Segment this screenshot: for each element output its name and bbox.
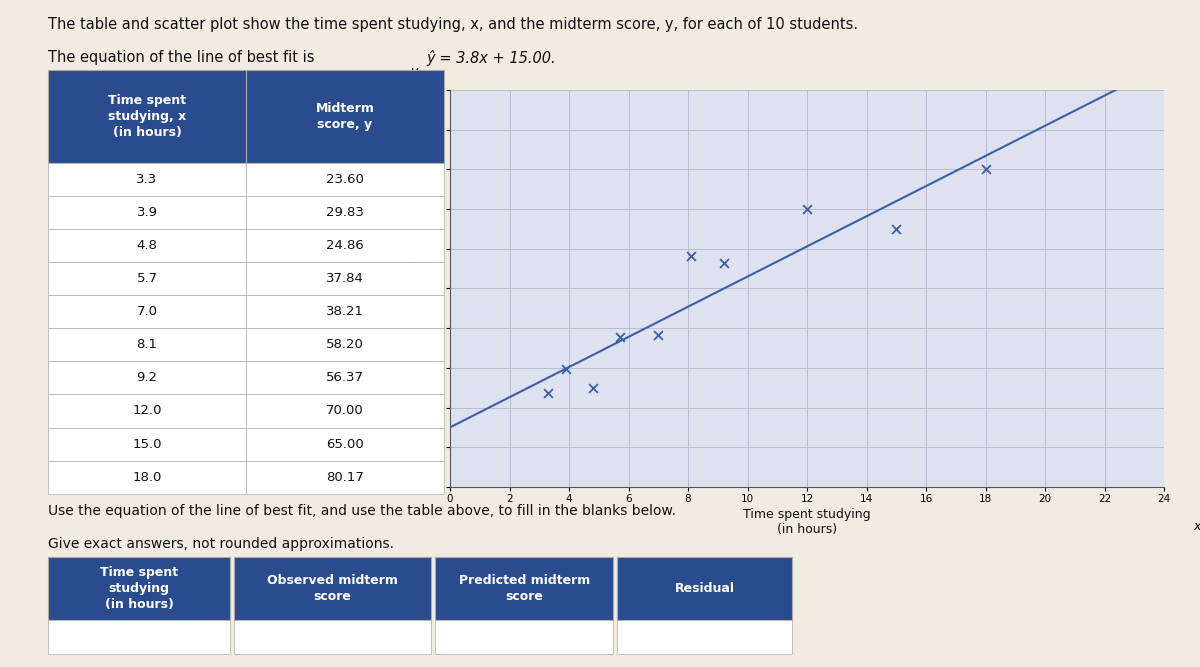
FancyBboxPatch shape: [48, 163, 246, 196]
FancyBboxPatch shape: [246, 328, 444, 362]
Point: [539, 388, 558, 399]
Y-axis label: Midterm score: Midterm score: [407, 243, 419, 334]
Text: 80.17: 80.17: [326, 470, 364, 484]
FancyBboxPatch shape: [48, 262, 246, 295]
Point: [557, 364, 576, 374]
FancyBboxPatch shape: [434, 620, 613, 654]
FancyBboxPatch shape: [48, 428, 246, 460]
Text: Residual: Residual: [674, 582, 734, 595]
Point: [682, 251, 701, 261]
FancyBboxPatch shape: [246, 428, 444, 460]
Point: [887, 223, 906, 234]
Point: [649, 330, 668, 341]
FancyBboxPatch shape: [48, 229, 246, 262]
FancyBboxPatch shape: [434, 557, 613, 620]
FancyBboxPatch shape: [246, 70, 444, 163]
FancyBboxPatch shape: [48, 394, 246, 428]
Text: 3.3: 3.3: [137, 173, 157, 186]
Text: Observed midterm
score: Observed midterm score: [268, 574, 398, 603]
FancyBboxPatch shape: [48, 460, 246, 494]
Text: 5.7: 5.7: [137, 272, 157, 285]
FancyBboxPatch shape: [617, 620, 792, 654]
Text: 18.0: 18.0: [132, 470, 162, 484]
Point: [714, 258, 733, 269]
FancyBboxPatch shape: [246, 196, 444, 229]
Text: 7.0: 7.0: [137, 305, 157, 318]
FancyBboxPatch shape: [246, 362, 444, 394]
FancyBboxPatch shape: [617, 557, 792, 620]
Text: 37.84: 37.84: [326, 272, 364, 285]
Text: 65.00: 65.00: [326, 438, 364, 450]
FancyBboxPatch shape: [234, 557, 431, 620]
Text: 4.8: 4.8: [137, 239, 157, 252]
FancyBboxPatch shape: [48, 557, 230, 620]
FancyBboxPatch shape: [48, 328, 246, 362]
FancyBboxPatch shape: [48, 196, 246, 229]
Text: 12.0: 12.0: [132, 404, 162, 418]
Text: x: x: [1194, 520, 1200, 533]
X-axis label: Time spent studying
(in hours): Time spent studying (in hours): [743, 508, 871, 536]
FancyBboxPatch shape: [234, 620, 431, 654]
Text: 29.83: 29.83: [326, 206, 364, 219]
Text: Time spent
studying
(in hours): Time spent studying (in hours): [100, 566, 179, 611]
Point: [798, 204, 817, 215]
FancyBboxPatch shape: [48, 362, 246, 394]
Point: [583, 383, 602, 394]
FancyBboxPatch shape: [48, 620, 230, 654]
FancyBboxPatch shape: [246, 460, 444, 494]
Text: 9.2: 9.2: [137, 372, 157, 384]
Text: The table and scatter plot show the time spent studying, x, and the midterm scor: The table and scatter plot show the time…: [48, 17, 858, 31]
Text: ŷ = 3.8x + 15.00.: ŷ = 3.8x + 15.00.: [426, 50, 556, 66]
FancyBboxPatch shape: [246, 262, 444, 295]
FancyBboxPatch shape: [48, 70, 246, 163]
Text: y: y: [410, 65, 418, 78]
Text: 3.9: 3.9: [137, 206, 157, 219]
FancyBboxPatch shape: [246, 163, 444, 196]
FancyBboxPatch shape: [246, 295, 444, 328]
Text: 38.21: 38.21: [326, 305, 364, 318]
Point: [976, 163, 995, 174]
Text: 24.86: 24.86: [326, 239, 364, 252]
Text: Midterm
score, y: Midterm score, y: [316, 102, 374, 131]
Text: Give exact answers, not rounded approximations.: Give exact answers, not rounded approxim…: [48, 537, 394, 551]
Text: 23.60: 23.60: [326, 173, 364, 186]
FancyBboxPatch shape: [48, 295, 246, 328]
Text: 58.20: 58.20: [326, 338, 364, 352]
Text: 8.1: 8.1: [137, 338, 157, 352]
Point: [610, 331, 629, 342]
Text: Time spent
studying, x
(in hours): Time spent studying, x (in hours): [108, 94, 186, 139]
Text: Predicted midterm
score: Predicted midterm score: [458, 574, 589, 603]
Text: The equation of the line of best fit is: The equation of the line of best fit is: [48, 50, 319, 65]
Text: 15.0: 15.0: [132, 438, 162, 450]
Text: 70.00: 70.00: [326, 404, 364, 418]
FancyBboxPatch shape: [246, 394, 444, 428]
FancyBboxPatch shape: [246, 229, 444, 262]
Text: Use the equation of the line of best fit, and use the table above, to fill in th: Use the equation of the line of best fit…: [48, 504, 676, 518]
Text: 56.37: 56.37: [326, 372, 364, 384]
